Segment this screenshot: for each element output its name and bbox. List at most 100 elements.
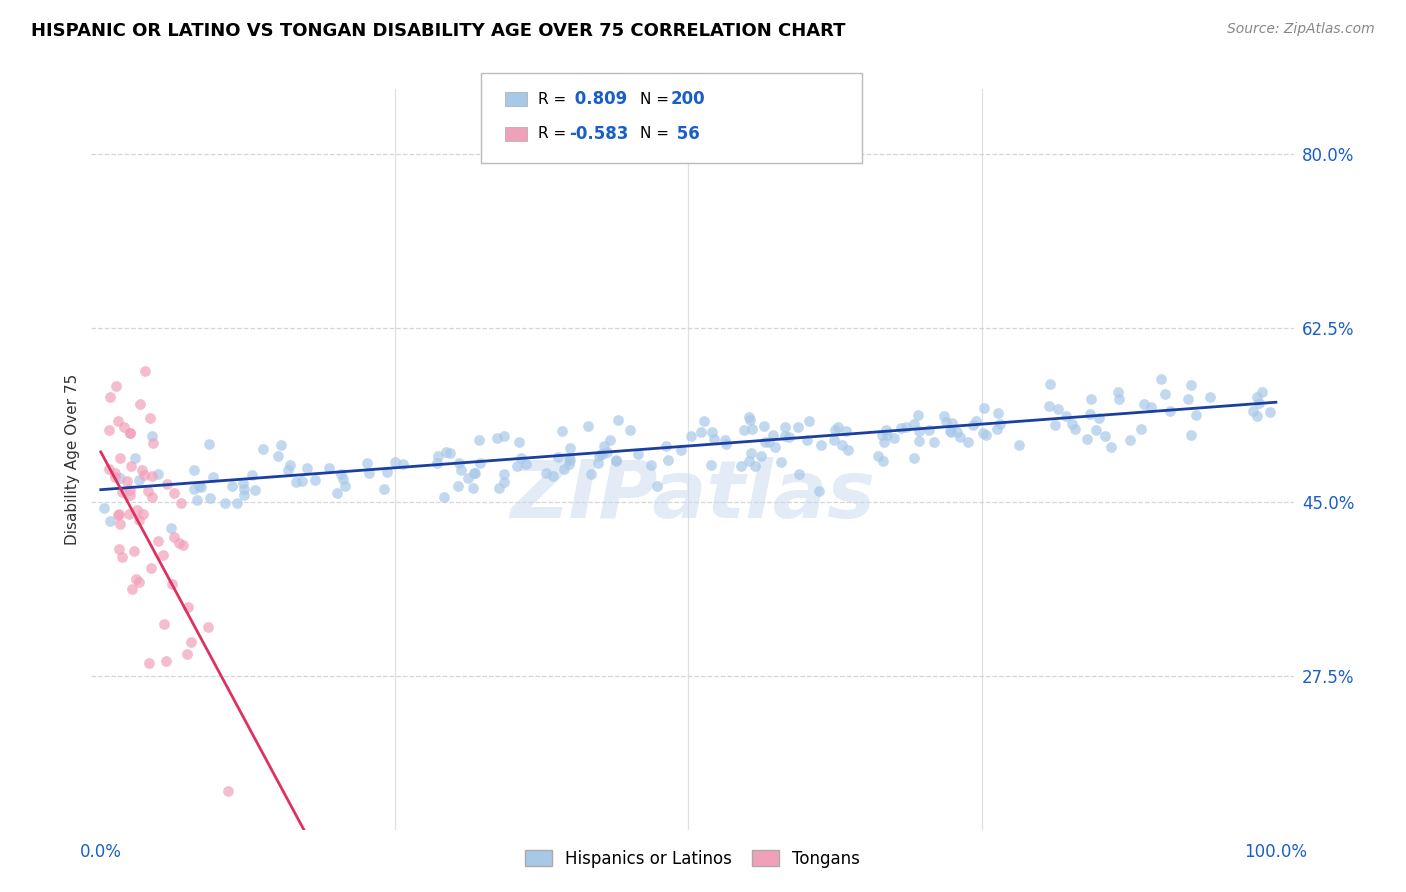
Point — [1078, 407, 1101, 421]
Point — [170, 496, 193, 510]
Point — [714, 434, 737, 448]
Point — [447, 479, 470, 493]
Point — [605, 453, 627, 467]
Point — [107, 508, 129, 522]
Point — [1107, 384, 1129, 399]
Point — [515, 457, 537, 471]
Point — [754, 434, 776, 449]
Point — [155, 654, 177, 668]
Point — [903, 450, 925, 465]
Point — [824, 423, 846, 437]
Point — [108, 542, 131, 557]
Point — [108, 470, 131, 484]
Point — [799, 414, 821, 428]
Point — [494, 475, 516, 489]
Text: HISPANIC OR LATINO VS TONGAN DISABILITY AGE OVER 75 CORRELATION CHART: HISPANIC OR LATINO VS TONGAN DISABILITY … — [31, 22, 845, 40]
Point — [773, 420, 796, 434]
Point — [118, 426, 141, 441]
Point — [138, 657, 160, 671]
Point — [835, 424, 858, 438]
Point — [141, 491, 163, 505]
Point — [730, 458, 752, 473]
Point — [177, 600, 200, 615]
Text: 200: 200 — [671, 90, 706, 108]
Point — [485, 431, 508, 445]
Point — [1251, 384, 1274, 399]
Point — [392, 458, 415, 472]
Point — [156, 476, 179, 491]
Point — [488, 481, 510, 495]
Point — [762, 428, 785, 442]
Point — [163, 531, 186, 545]
Point — [183, 463, 205, 477]
Point — [1054, 409, 1077, 424]
Point — [974, 428, 997, 442]
Point — [627, 447, 650, 461]
Point — [1133, 397, 1156, 411]
Point — [118, 483, 141, 497]
Point — [108, 508, 131, 522]
Point — [277, 463, 299, 477]
Point — [125, 572, 148, 586]
Point — [873, 434, 896, 449]
Point — [758, 435, 780, 450]
Point — [128, 513, 150, 527]
Point — [494, 429, 516, 443]
Point — [508, 434, 530, 449]
Point — [956, 434, 979, 449]
Point — [1159, 403, 1181, 417]
Point — [703, 433, 725, 447]
Y-axis label: Disability Age Over 75: Disability Age Over 75 — [65, 374, 80, 545]
Point — [457, 471, 479, 485]
Point — [202, 470, 225, 484]
Point — [509, 450, 531, 465]
Point — [599, 433, 621, 447]
Point — [935, 415, 957, 429]
Point — [810, 438, 832, 452]
Point — [733, 423, 755, 437]
Point — [1043, 418, 1066, 433]
Point — [240, 468, 263, 483]
Point — [883, 431, 905, 445]
Point — [111, 549, 134, 564]
Point — [98, 514, 121, 528]
Point — [284, 475, 307, 489]
Point — [357, 467, 380, 481]
Point — [823, 433, 845, 447]
Point — [468, 433, 491, 447]
Point — [689, 425, 711, 440]
Point — [714, 436, 737, 450]
Point — [593, 439, 616, 453]
Text: ZIPatlas: ZIPatlas — [510, 458, 875, 535]
Point — [1130, 422, 1153, 436]
Point — [596, 445, 619, 459]
Point — [872, 454, 894, 468]
Point — [837, 443, 859, 458]
Point — [553, 462, 575, 476]
Point — [167, 536, 190, 550]
Point — [737, 409, 759, 424]
Point — [1260, 405, 1282, 419]
Point — [141, 429, 163, 443]
Text: 56: 56 — [671, 125, 699, 143]
Point — [162, 577, 184, 591]
Point — [128, 574, 150, 589]
Point — [738, 413, 761, 427]
Point — [586, 456, 609, 470]
Point — [270, 438, 292, 452]
Point — [304, 473, 326, 487]
Point — [965, 414, 987, 428]
Point — [112, 420, 135, 434]
Point — [778, 430, 800, 444]
Point — [163, 486, 186, 500]
Point — [807, 483, 830, 498]
Text: R =: R = — [538, 127, 572, 141]
Point — [183, 482, 205, 496]
Point — [464, 467, 486, 481]
Point — [426, 449, 449, 463]
Point — [117, 474, 139, 488]
Point — [1177, 392, 1199, 406]
Point — [876, 428, 898, 442]
Point — [291, 474, 314, 488]
Point — [179, 635, 201, 649]
